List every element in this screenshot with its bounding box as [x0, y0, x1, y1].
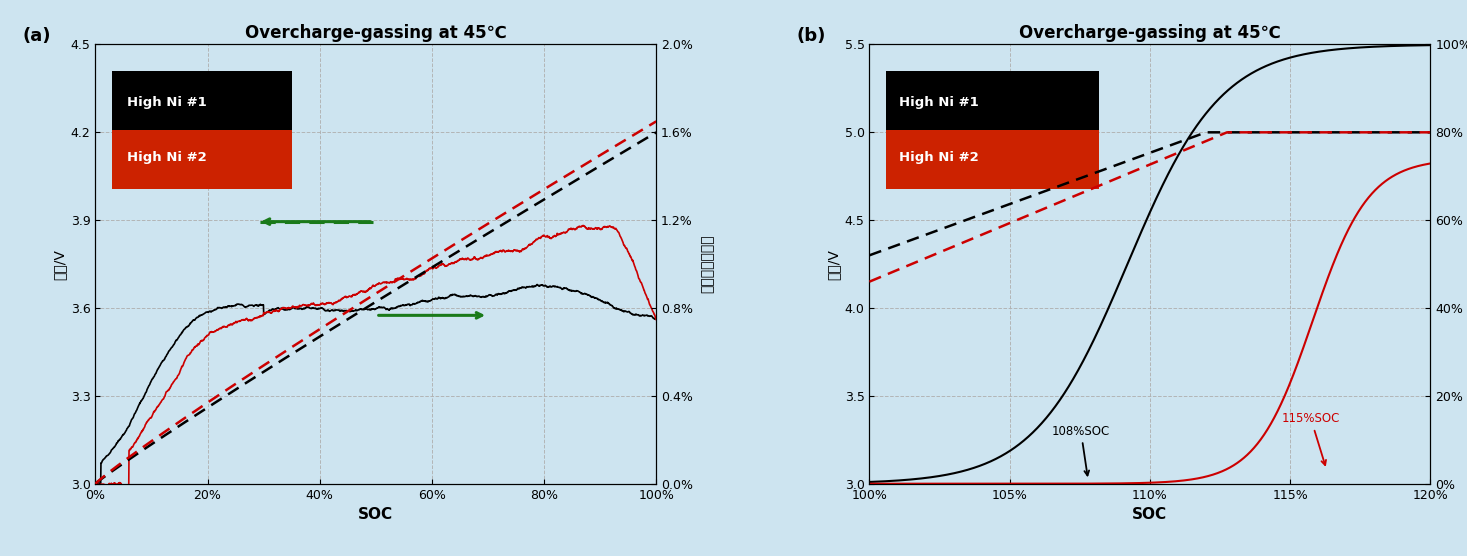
Y-axis label: 体积变化百分比: 体积变化百分比	[700, 235, 714, 294]
Y-axis label: 电压/V: 电压/V	[826, 249, 841, 280]
X-axis label: SOC: SOC	[1133, 507, 1168, 522]
Text: (a): (a)	[22, 27, 51, 45]
Text: (b): (b)	[797, 27, 826, 45]
Title: Overcharge-gassing at 45℃: Overcharge-gassing at 45℃	[1020, 23, 1281, 42]
Y-axis label: 电压/V: 电压/V	[53, 249, 66, 280]
Text: 108%SOC: 108%SOC	[1052, 425, 1111, 475]
Text: 115%SOC: 115%SOC	[1282, 412, 1339, 465]
Title: Overcharge-gassing at 45℃: Overcharge-gassing at 45℃	[245, 23, 506, 42]
X-axis label: SOC: SOC	[358, 507, 393, 522]
